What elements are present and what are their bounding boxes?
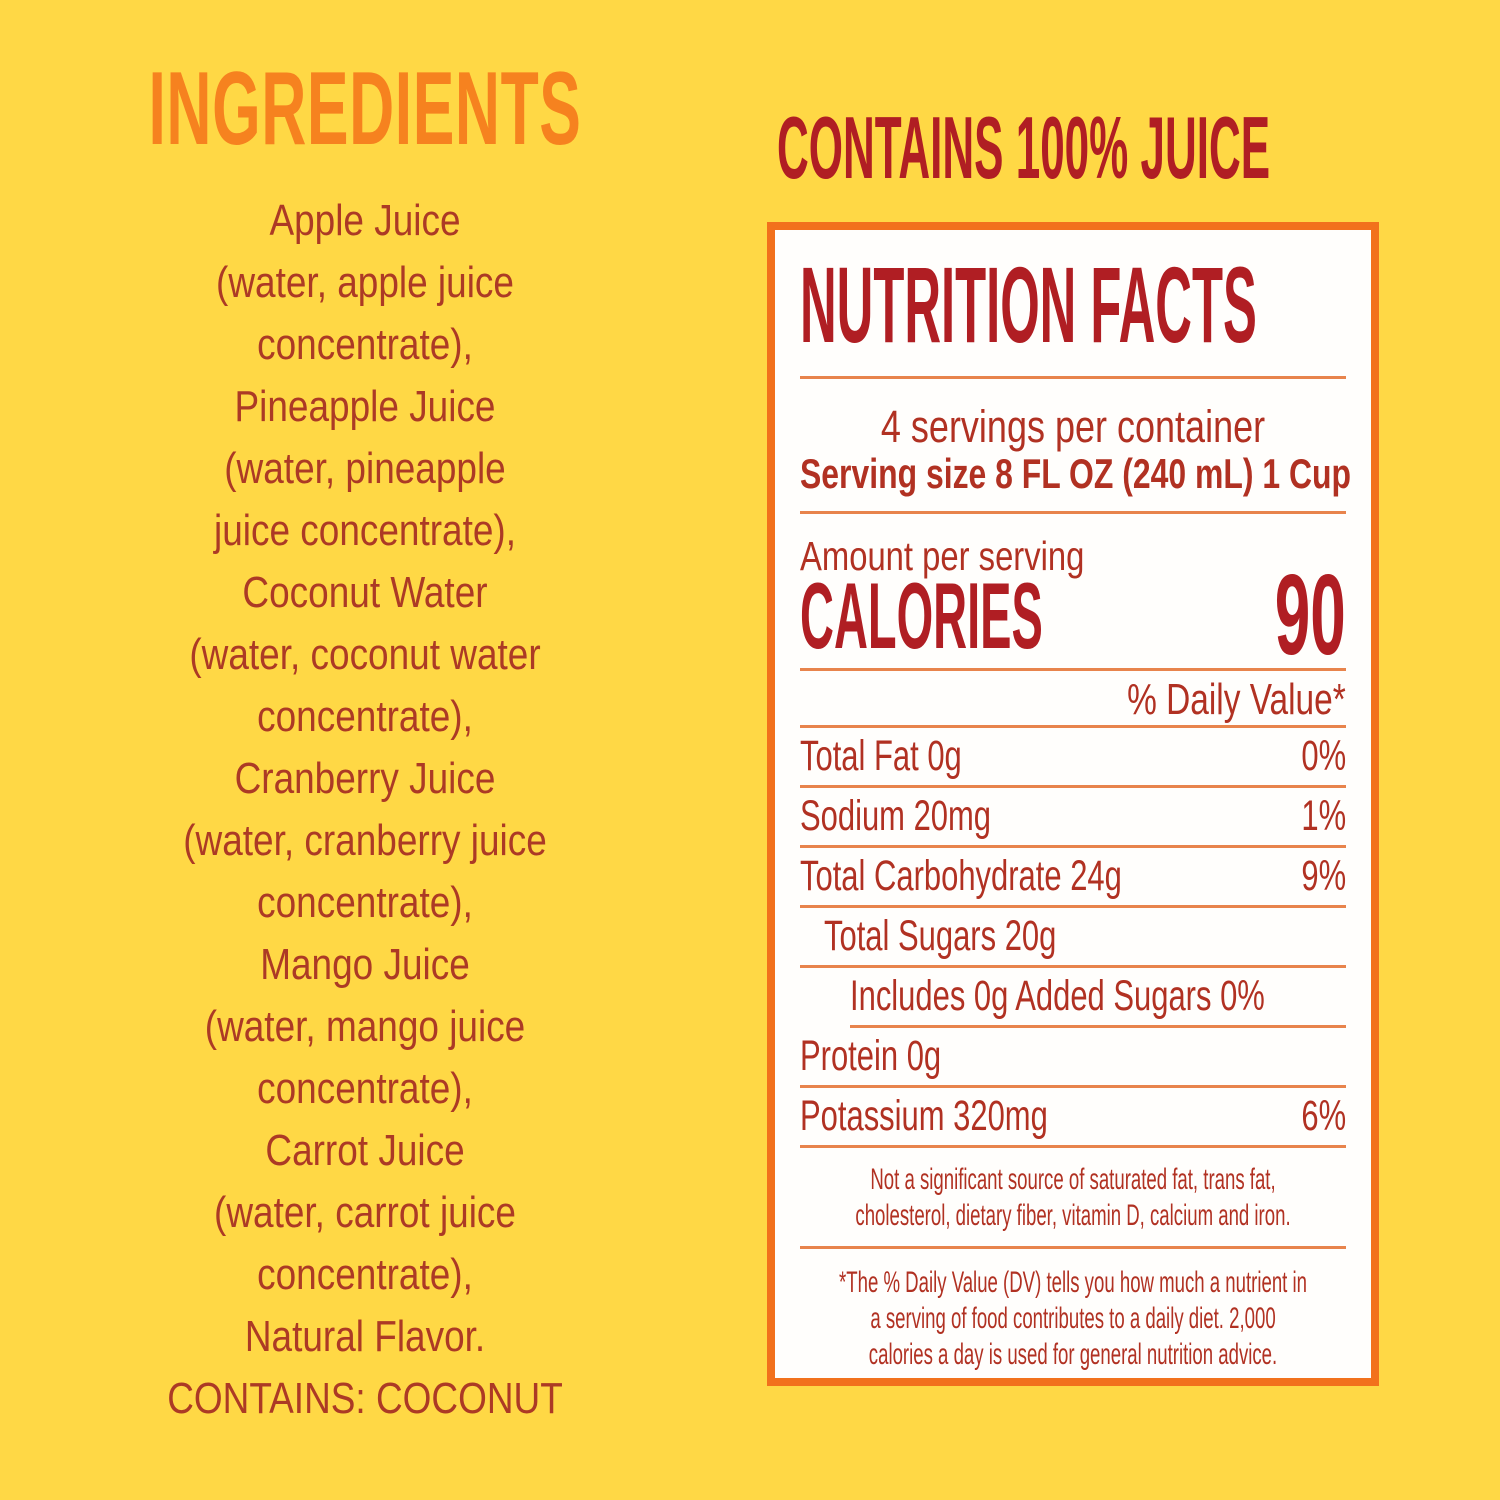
ingredient-line: concentrate),	[257, 692, 473, 741]
insignificant-nutrients-note: Not a significant source of saturated fa…	[855, 1163, 1291, 1232]
nutrition-row-label: Total Carbohydrate 24g	[800, 852, 1122, 900]
ingredient-line: concentrate),	[257, 320, 473, 369]
separator-rule	[800, 1145, 1346, 1148]
nutrition-facts-box: NUTRITION FACTS 4 servings per container…	[767, 222, 1379, 1386]
contains-juice-banner: CONTAINS 100% JUICE	[777, 98, 1271, 197]
separator-rule	[800, 511, 1346, 514]
nutrition-row-label: Total Fat 0g	[800, 732, 962, 780]
separator-rule	[800, 845, 1346, 848]
serving-size: Serving size 8 FL OZ (240 mL) 1 Cup	[800, 450, 1352, 497]
nutrition-row-label: Total Sugars 20g	[824, 912, 1057, 960]
separator-rule	[800, 905, 1346, 908]
ingredient-line: concentrate),	[257, 1064, 473, 1113]
separator-rule	[800, 668, 1346, 671]
nutrition-row-potassium: Potassium 320mg 6%	[800, 1088, 1346, 1145]
amount-per-serving-label: Amount per serving	[800, 533, 1085, 579]
nutrition-row-total-fat: Total Fat 0g 0%	[800, 728, 1346, 785]
ingredients-panel: INGREDIENTS Apple Juice (water, apple ju…	[110, 51, 620, 1430]
ingredient-line: Pineapple Juice	[234, 382, 496, 431]
ingredient-line: juice concentrate),	[213, 506, 517, 555]
nutrition-row-value: 6%	[1301, 1092, 1346, 1140]
ingredient-line: Coconut Water	[242, 568, 488, 617]
nutrition-row-value: 1%	[1301, 792, 1346, 840]
ingredient-line: concentrate),	[257, 878, 473, 927]
ingredient-line: (water, mango juice	[204, 1002, 526, 1051]
nutrition-row-label: Includes 0g Added Sugars 0%	[850, 972, 1265, 1020]
nutrition-row-sodium: Sodium 20mg 1%	[800, 788, 1346, 845]
nutrition-row-protein: Protein 0g	[800, 1028, 1346, 1085]
calories-label: CALORIES	[800, 563, 1043, 668]
nutrition-row-value: 9%	[1301, 852, 1346, 900]
ingredient-line: Carrot Juice	[265, 1126, 465, 1175]
nutrition-row-label: Potassium 320mg	[800, 1092, 1048, 1140]
ingredient-line: (water, coconut water	[189, 630, 541, 679]
separator-rule	[800, 965, 1346, 968]
separator-rule	[800, 1085, 1346, 1088]
servings-per-container: 4 servings per container	[880, 401, 1266, 452]
allergen-statement: CONTAINS: COCONUT	[167, 1374, 563, 1423]
ingredient-line: (water, carrot juice	[214, 1188, 516, 1237]
calories-row: CALORIES 90	[800, 559, 1346, 673]
nutrition-row-added-sugars: Includes 0g Added Sugars 0%	[800, 968, 1346, 1025]
separator-rule	[800, 725, 1346, 728]
ingredient-line: Natural Flavor.	[244, 1312, 486, 1361]
ingredient-line: concentrate),	[257, 1250, 473, 1299]
ingredients-title-text: INGREDIENTS	[148, 51, 582, 167]
ingredient-line: (water, apple juice	[216, 258, 514, 307]
nutrition-row-label: Protein 0g	[800, 1032, 942, 1080]
separator-rule	[800, 376, 1346, 379]
calories-value: 90	[1274, 552, 1346, 679]
separator-rule	[850, 1025, 1346, 1028]
ingredient-line: Cranberry Juice	[234, 754, 496, 803]
ingredient-line: (water, pineapple	[224, 444, 506, 493]
nutrition-row-total-carbohydrate: Total Carbohydrate 24g 9%	[800, 848, 1346, 905]
daily-value-header: % Daily Value*	[1127, 675, 1346, 724]
ingredient-line: (water, cranberry juice	[183, 816, 547, 865]
ingredient-line: Apple Juice	[269, 196, 461, 245]
nutrition-row-total-sugars: Total Sugars 20g	[800, 908, 1346, 965]
daily-value-footnote: *The % Daily Value (DV) tells you how mu…	[839, 1266, 1307, 1371]
nutrition-row-value: 0%	[1301, 732, 1346, 780]
ingredient-line: Mango Juice	[260, 940, 470, 989]
nutrition-facts-title: NUTRITION FACTS	[800, 244, 1257, 365]
nutrition-row-label: Sodium 20mg	[800, 792, 992, 840]
ingredients-title: INGREDIENTS	[110, 51, 620, 190]
separator-rule	[800, 785, 1346, 788]
separator-rule	[800, 1246, 1346, 1249]
